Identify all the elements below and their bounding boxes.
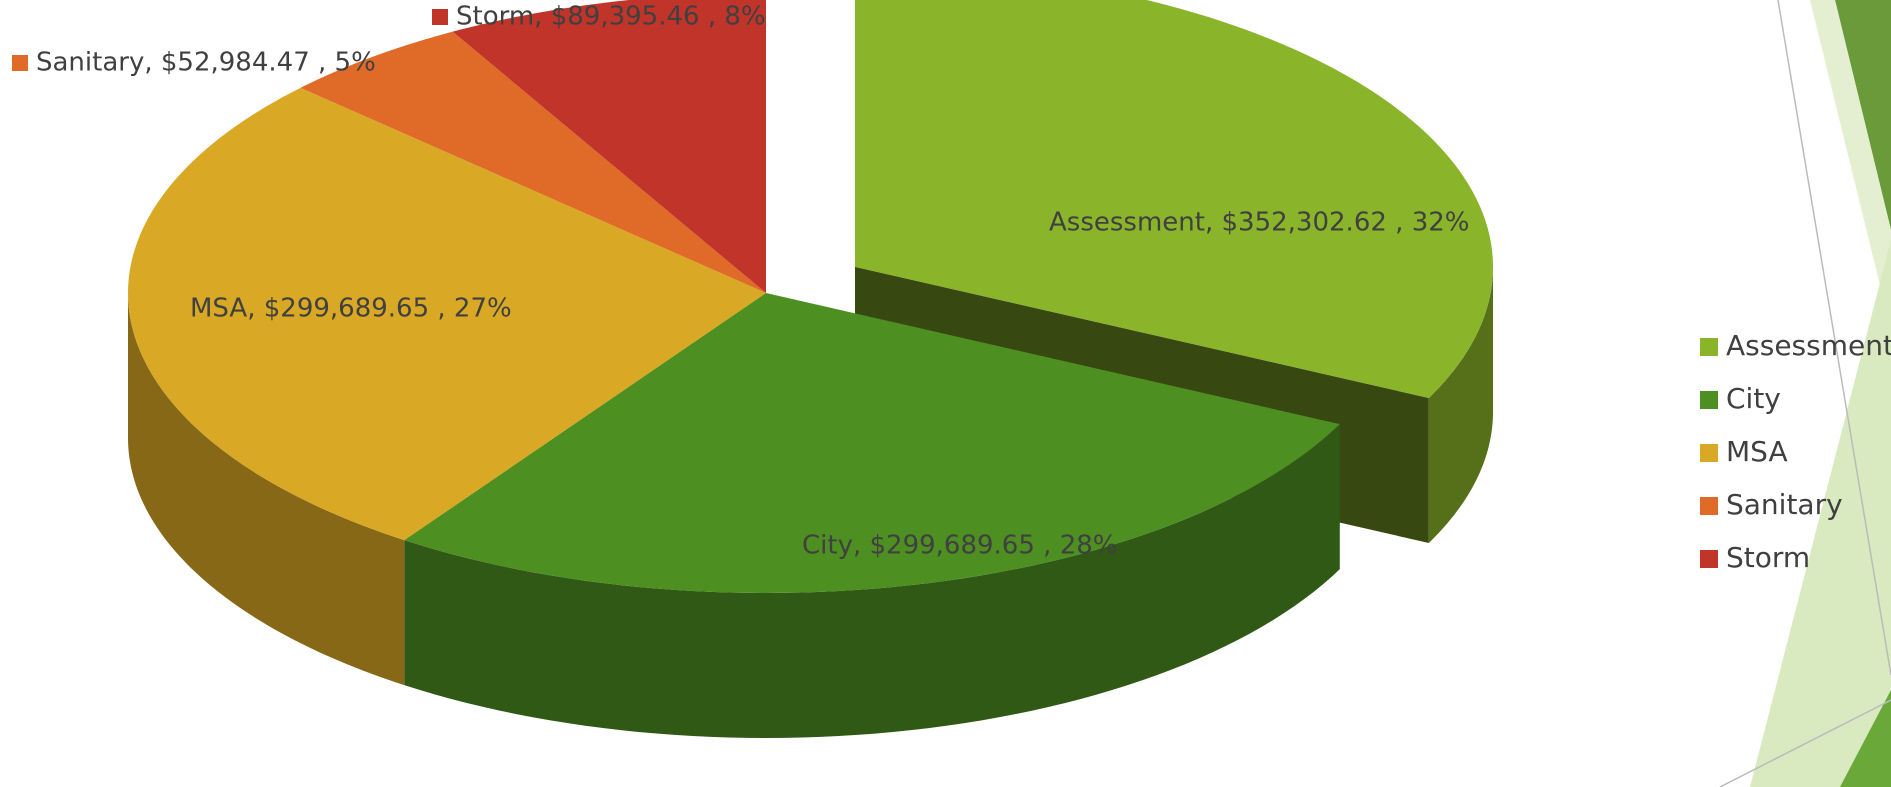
slice-side bbox=[404, 424, 1340, 738]
data-label: Sanitary, $52,984.47 , 5% bbox=[36, 48, 376, 78]
legend-label: Sanitary bbox=[1726, 488, 1843, 521]
pie-slice bbox=[404, 293, 1340, 593]
deco-line bbox=[1719, 699, 1891, 787]
data-label: Assessment, $352,302.62 , 32% bbox=[1049, 208, 1469, 238]
pie-slice bbox=[300, 31, 766, 293]
legend: Assessment City MSA Sanitary Storm bbox=[1700, 329, 1891, 574]
pie-slice bbox=[855, 0, 1494, 398]
slice-side bbox=[1428, 266, 1494, 543]
deco-triangle bbox=[1810, 0, 1891, 330]
data-label: MSA, $299,689.65 , 27% bbox=[190, 294, 512, 324]
pie-slice bbox=[452, 0, 766, 293]
pie-tops bbox=[128, 0, 1494, 593]
data-label: City, $299,689.65 , 28% bbox=[802, 531, 1117, 561]
label-marker bbox=[1025, 215, 1041, 231]
label-marker bbox=[778, 538, 794, 554]
data-label: Storm, $89,395.46 , 8% bbox=[456, 2, 766, 32]
legend-swatch bbox=[1700, 338, 1718, 356]
slice-side bbox=[128, 293, 405, 686]
deco-line bbox=[1777, 0, 1891, 676]
data-labels: Assessment, $352,302.62 , 32% City, $299,… bbox=[12, 2, 1469, 561]
legend-label: City bbox=[1726, 382, 1781, 415]
legend-label: MSA bbox=[1726, 435, 1788, 468]
label-marker bbox=[12, 55, 28, 71]
legend-label: Assessment bbox=[1726, 329, 1891, 362]
label-marker bbox=[166, 301, 182, 317]
label-marker bbox=[432, 9, 448, 25]
legend-label: Storm bbox=[1726, 541, 1810, 574]
legend-swatch bbox=[1700, 444, 1718, 462]
pie-slice bbox=[128, 87, 766, 541]
legend-swatch bbox=[1700, 391, 1718, 409]
legend-swatch bbox=[1700, 550, 1718, 568]
deco-triangle bbox=[1840, 690, 1891, 787]
deco-triangle bbox=[1750, 240, 1891, 787]
legend-swatch bbox=[1700, 497, 1718, 515]
background-decoration bbox=[1719, 0, 1891, 787]
